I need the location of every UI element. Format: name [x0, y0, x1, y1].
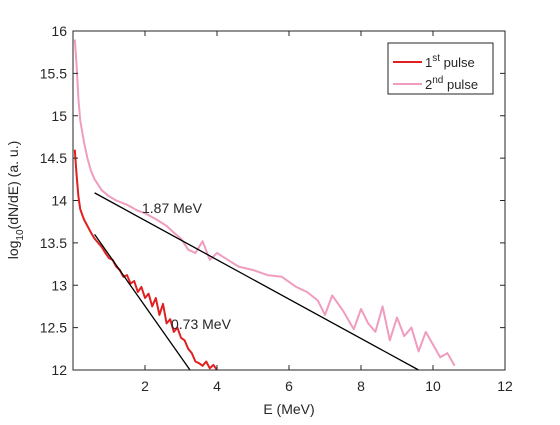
x-tick-label: 4 [213, 378, 221, 394]
y-axis-label: log10(dN/dE) (a. u.) [5, 141, 26, 260]
y-tick-label: 15.5 [40, 65, 67, 81]
fit-layer: 1.87 MeV 0.73 MeV [94, 192, 419, 371]
legend-box [387, 42, 494, 95]
y-tick-label: 12 [51, 362, 67, 378]
y-tick-label: 13 [51, 277, 67, 293]
y-tick-label: 14 [51, 193, 67, 209]
legend-label-2: 2nd pulse [425, 75, 478, 92]
y-tick-label: 16 [51, 23, 67, 39]
series-line-2 [73, 39, 456, 367]
x-axis-label: E (MeV) [263, 401, 314, 417]
legend: 1st pulse 2nd pulse [387, 42, 494, 95]
series-line-1 [73, 149, 218, 370]
legend-label-1: 1st pulse [425, 53, 475, 70]
y-tick-label: 13.5 [40, 235, 67, 251]
series-layer [73, 39, 456, 370]
x-tick-label: 10 [425, 378, 441, 394]
fit-label-1: 1.87 MeV [142, 200, 203, 216]
x-tick-label: 12 [497, 378, 513, 394]
x-tick-label: 2 [141, 378, 149, 394]
fit-line-2 [94, 234, 191, 371]
fit-label-2: 0.73 MeV [171, 316, 232, 332]
x-tick-label: 6 [285, 378, 293, 394]
axis-layer: 2 4 6 8 10 12 12 12.5 13 13.5 14 14.5 15 15.5 16 [40, 23, 513, 394]
y-tick-label: 14.5 [40, 150, 67, 166]
y-tick-label: 15 [51, 108, 67, 124]
fit-line-1 [94, 192, 419, 371]
x-tick-label: 8 [357, 378, 365, 394]
y-tick-label: 12.5 [40, 320, 67, 336]
